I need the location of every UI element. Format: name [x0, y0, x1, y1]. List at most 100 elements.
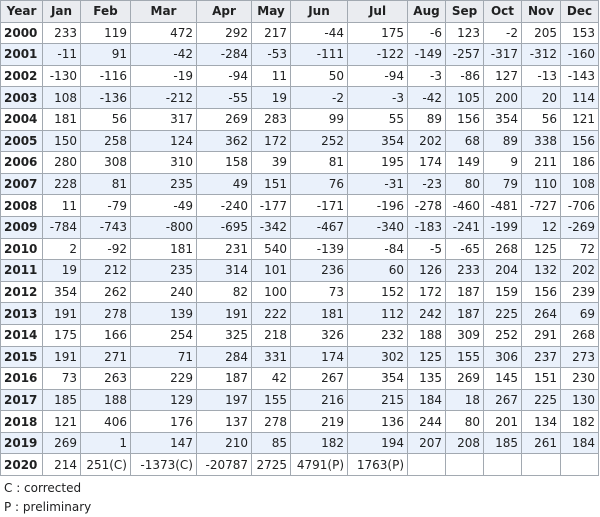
value-cell: 268: [560, 323, 599, 347]
value-cell: 284: [196, 345, 252, 369]
value-cell: 185: [42, 388, 81, 412]
value-cell: 268: [483, 237, 522, 261]
value-cell: 207: [407, 431, 446, 455]
value-cell: 130: [560, 388, 599, 412]
value-cell: 85: [251, 431, 291, 455]
value-cell: -199: [483, 215, 522, 239]
header-cell: Year: [0, 0, 43, 23]
value-cell: 210: [196, 431, 252, 455]
value-cell: 155: [251, 388, 291, 412]
value-cell: 81: [290, 151, 348, 174]
year-cell: 2015: [0, 345, 43, 369]
value-cell: 119: [80, 21, 131, 45]
value-cell: 240: [130, 280, 197, 304]
value-cell: 267: [290, 367, 348, 390]
value-cell: -65: [445, 237, 484, 261]
value-cell: 156: [521, 280, 561, 304]
header-cell: Mar: [130, 0, 197, 23]
value-cell: 229: [130, 367, 197, 390]
table-row: 2010 2 -92 181 231 540 -139 -84 -5 -65 268 125 72: [0, 237, 599, 261]
value-cell: 242: [407, 302, 446, 325]
year-cell: 2018: [0, 410, 43, 433]
value-cell: 89: [483, 129, 522, 153]
value-cell: -84: [347, 237, 408, 261]
year-cell: 2005: [0, 129, 43, 153]
value-cell: -196: [347, 194, 408, 217]
header-row: Year Jan Feb Mar Apr May Jun Jul Aug Sep Oct Nov Dec: [0, 0, 599, 23]
value-cell: 68: [445, 129, 484, 153]
value-cell: 202: [560, 259, 599, 282]
value-cell: 194: [347, 431, 408, 455]
value-cell: 137: [196, 410, 252, 433]
value-cell: 159: [483, 280, 522, 304]
value-cell: 235: [130, 259, 197, 282]
table-row: 2000 233 119 472 292 217 -44 175 -6 123 -2 205 153: [0, 21, 599, 45]
value-cell: 121: [560, 107, 599, 131]
table-row: 2015 191 271 71 284 331 174 302 125 155 306 237 273: [0, 345, 599, 369]
value-cell: 155: [445, 345, 484, 369]
value-cell: 269: [196, 107, 252, 131]
value-cell: 11: [42, 194, 81, 217]
empty-cell: [445, 453, 484, 477]
value-cell: -20787: [196, 453, 252, 477]
value-cell: 172: [407, 280, 446, 304]
value-cell: -317: [483, 43, 522, 66]
value-cell: -342: [251, 215, 291, 239]
value-cell: 4791(P): [290, 453, 348, 477]
value-cell: 12: [521, 215, 561, 239]
value-cell: -160: [560, 43, 599, 66]
value-cell: 56: [521, 107, 561, 131]
value-cell: 1763(P): [347, 453, 408, 477]
value-cell: 302: [347, 345, 408, 369]
value-cell: 39: [251, 151, 291, 174]
value-cell: 2: [42, 237, 81, 261]
table-row: 2016 73 263 229 187 42 267 354 135 269 145 151 230: [0, 367, 599, 390]
value-cell: -13: [521, 64, 561, 88]
value-cell: 222: [251, 302, 291, 325]
value-cell: -11: [42, 43, 81, 66]
value-cell: 174: [407, 151, 446, 174]
value-cell: 149: [445, 151, 484, 174]
value-cell: 60: [347, 259, 408, 282]
value-cell: 121: [42, 410, 81, 433]
year-cell: 2009: [0, 215, 43, 239]
value-cell: -2: [483, 21, 522, 45]
value-cell: 182: [560, 410, 599, 433]
value-cell: 73: [42, 367, 81, 390]
value-cell: -23: [407, 172, 446, 196]
year-cell: 2000: [0, 21, 43, 45]
value-cell: 326: [290, 323, 348, 347]
value-cell: -240: [196, 194, 252, 217]
value-cell: 181: [42, 107, 81, 131]
value-cell: 81: [80, 172, 131, 196]
value-cell: 126: [407, 259, 446, 282]
value-cell: 145: [483, 367, 522, 390]
value-cell: 225: [483, 302, 522, 325]
value-cell: 105: [445, 86, 484, 109]
header-cell: Jul: [347, 0, 408, 23]
year-cell: 2016: [0, 367, 43, 390]
value-cell: 271: [80, 345, 131, 369]
value-cell: 338: [521, 129, 561, 153]
value-cell: 244: [407, 410, 446, 433]
value-cell: 254: [130, 323, 197, 347]
value-cell: 236: [290, 259, 348, 282]
value-cell: 158: [196, 151, 252, 174]
year-cell: 2001: [0, 43, 43, 66]
value-cell: 317: [130, 107, 197, 131]
value-cell: -3: [347, 86, 408, 109]
value-cell: 187: [196, 367, 252, 390]
value-cell: 71: [130, 345, 197, 369]
year-cell: 2007: [0, 172, 43, 196]
value-cell: -312: [521, 43, 561, 66]
value-cell: -2: [290, 86, 348, 109]
value-cell: 217: [251, 21, 291, 45]
value-cell: 202: [407, 129, 446, 153]
header-cell: Sep: [445, 0, 484, 23]
table-row: 2009 -784 -743 -800 -695 -342 -467 -340 -183 -241…: [0, 215, 599, 239]
table-row: 2018 121 406 176 137 278 219 136 244 80 201 134 182: [0, 410, 599, 433]
value-cell: 124: [130, 129, 197, 153]
value-cell: 129: [130, 388, 197, 412]
value-cell: 208: [445, 431, 484, 455]
